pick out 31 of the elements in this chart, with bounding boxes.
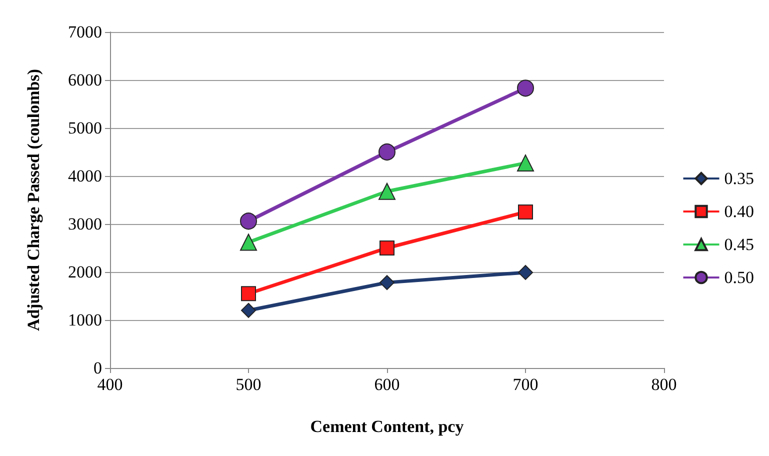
- point: [240, 234, 257, 251]
- legend-label: 0.35: [724, 169, 754, 188]
- point: [241, 302, 256, 318]
- x-tick-label: 800: [651, 375, 677, 394]
- y-tick-label: 0: [94, 358, 102, 378]
- point: [518, 204, 533, 220]
- y-tick-label: 4000: [68, 166, 102, 186]
- legend-label: 0.50: [724, 268, 754, 287]
- legend-label: 0.40: [724, 202, 754, 221]
- y-tick-label: 3000: [68, 214, 102, 234]
- point: [378, 144, 396, 160]
- point: [517, 154, 534, 172]
- y-tick-label: 2000: [68, 262, 102, 282]
- point: [518, 264, 533, 280]
- point: [380, 240, 394, 256]
- y-axis-title: Adjusted Charge Passed (coulombs): [24, 68, 43, 332]
- y-tick-label: 1000: [68, 310, 102, 330]
- point: [380, 275, 394, 290]
- legend-label: 0.45: [724, 235, 754, 254]
- y-tick-label: 5000: [68, 118, 102, 138]
- x-axis-title: Cement Content, pcy: [310, 417, 464, 436]
- point: [378, 182, 396, 200]
- y-tick-label: 7000: [68, 22, 102, 42]
- point: [241, 286, 256, 302]
- x-tick-label: 600: [374, 375, 400, 394]
- x-tick-label: 700: [512, 375, 538, 394]
- y-tick-label: 6000: [68, 70, 102, 90]
- point: [240, 212, 257, 230]
- point: [517, 80, 534, 97]
- x-tick-label: 500: [236, 375, 262, 394]
- x-tick-label: 400: [97, 375, 123, 394]
